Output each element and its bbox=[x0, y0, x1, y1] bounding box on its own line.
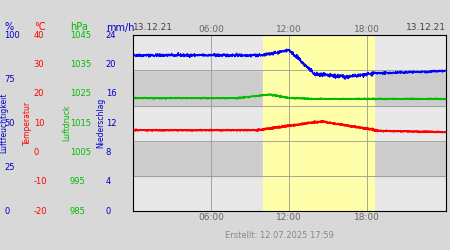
Text: 75: 75 bbox=[4, 74, 15, 84]
Text: 8: 8 bbox=[106, 148, 111, 157]
Text: 12: 12 bbox=[106, 119, 116, 128]
Text: 100: 100 bbox=[4, 30, 20, 40]
Text: 13.12.21: 13.12.21 bbox=[405, 24, 446, 32]
Text: 0: 0 bbox=[34, 148, 39, 157]
Bar bbox=[133, 141, 446, 176]
Text: mm/h: mm/h bbox=[106, 22, 134, 32]
Text: 1005: 1005 bbox=[70, 148, 91, 157]
Bar bbox=[133, 35, 446, 70]
Text: -20: -20 bbox=[34, 207, 47, 216]
Text: 40: 40 bbox=[34, 30, 44, 40]
Text: 1015: 1015 bbox=[70, 119, 91, 128]
Text: -10: -10 bbox=[34, 178, 47, 186]
Text: 20: 20 bbox=[106, 60, 116, 69]
Text: 0: 0 bbox=[106, 207, 111, 216]
Bar bbox=[263, 35, 374, 211]
Text: %: % bbox=[4, 22, 13, 32]
Text: 0: 0 bbox=[4, 207, 10, 216]
Bar bbox=[133, 106, 446, 141]
Text: 20: 20 bbox=[34, 89, 44, 98]
Bar bbox=[263, 35, 374, 211]
Text: 10: 10 bbox=[34, 119, 44, 128]
Text: 13.12.21: 13.12.21 bbox=[133, 24, 173, 32]
Text: 1035: 1035 bbox=[70, 60, 91, 69]
Text: 1045: 1045 bbox=[70, 30, 91, 40]
Text: °C: °C bbox=[34, 22, 45, 32]
Text: hPa: hPa bbox=[70, 22, 88, 32]
Text: 4: 4 bbox=[106, 178, 111, 186]
Bar bbox=[133, 70, 446, 106]
Text: 995: 995 bbox=[70, 178, 86, 186]
Text: 985: 985 bbox=[70, 207, 86, 216]
Text: 24: 24 bbox=[106, 30, 116, 40]
Text: 30: 30 bbox=[34, 60, 45, 69]
Text: 16: 16 bbox=[106, 89, 117, 98]
Text: Luftfeuchtigkeit: Luftfeuchtigkeit bbox=[0, 93, 8, 154]
Text: 25: 25 bbox=[4, 163, 15, 172]
Text: 50: 50 bbox=[4, 119, 15, 128]
Text: Luftdruck: Luftdruck bbox=[62, 105, 71, 141]
Text: Temperatur: Temperatur bbox=[23, 101, 32, 145]
Bar bbox=[133, 176, 446, 211]
Text: Erstellt: 12.07.2025 17:59: Erstellt: 12.07.2025 17:59 bbox=[225, 231, 333, 240]
Text: Niederschlag: Niederschlag bbox=[97, 98, 106, 148]
Text: 1025: 1025 bbox=[70, 89, 91, 98]
